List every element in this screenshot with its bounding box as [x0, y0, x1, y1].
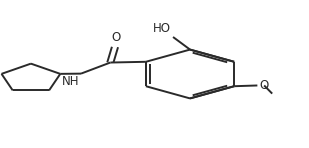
- Text: HO: HO: [153, 22, 171, 35]
- Text: NH: NH: [62, 75, 79, 88]
- Text: O: O: [259, 79, 268, 92]
- Text: O: O: [111, 31, 120, 44]
